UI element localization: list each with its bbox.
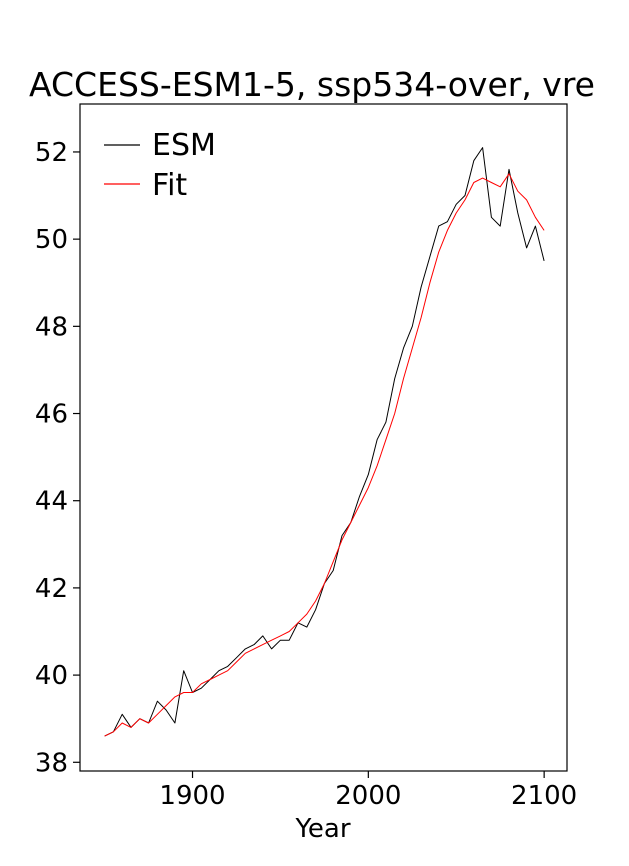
- y-tick-label: 38: [35, 748, 68, 778]
- series-line-esm: [104, 147, 545, 737]
- legend-label-esm: ESM: [152, 128, 216, 163]
- y-tick-label: 52: [35, 138, 68, 168]
- chart-title: ACCESS-ESM1-5, ssp534-over, vre: [29, 65, 595, 104]
- legend: ESM Fit: [104, 128, 216, 203]
- x-tick-label: 2000: [335, 781, 401, 811]
- y-tick-label: 48: [35, 312, 68, 342]
- y-tick-label: 40: [35, 661, 68, 691]
- x-tick-label: 1900: [159, 781, 225, 811]
- plot-frame: [79, 103, 568, 772]
- legend-label-fit: Fit: [152, 168, 187, 203]
- x-tick-label: 2100: [511, 781, 577, 811]
- y-tick-label: 50: [35, 225, 68, 255]
- axes-layer: 1900 2000 2100 38 40 42 44 46 48 50 52: [35, 138, 577, 811]
- x-axis-label: Year: [294, 814, 350, 844]
- series-line-fit: [104, 173, 545, 737]
- y-tick-label: 42: [35, 574, 68, 604]
- y-tick-label: 44: [35, 487, 68, 517]
- series-layer: [104, 147, 545, 737]
- y-tick-label: 46: [35, 400, 68, 430]
